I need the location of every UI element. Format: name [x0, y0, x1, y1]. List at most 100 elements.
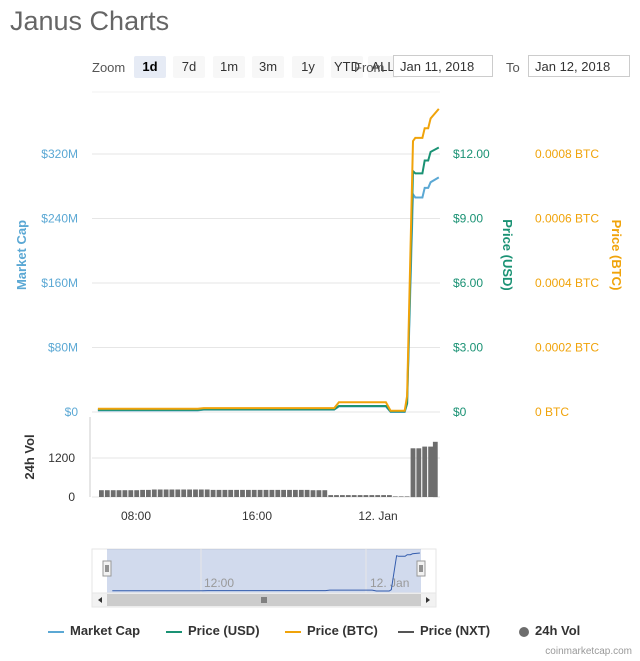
volume-bar: [422, 446, 428, 497]
price_btc-tick-label: 0.0004 BTC: [535, 276, 599, 290]
volume-tick-label: 0: [68, 490, 75, 504]
x-axis-ticks: 08:00 16:00 12. Jan: [121, 509, 398, 523]
volume-bar: [310, 490, 316, 497]
legend-line-icon: [166, 630, 182, 633]
volume-bar: [146, 489, 151, 497]
volume-bar: [187, 489, 192, 497]
volume-bar: [322, 490, 328, 497]
volume-bar: [334, 495, 339, 497]
price_btc-tick-label: 0.0006 BTC: [535, 212, 599, 226]
zoom-7d-button[interactable]: 7d: [173, 56, 205, 78]
market_cap-tick-label: $160M: [41, 276, 78, 290]
legend-label: Price (NXT): [420, 623, 491, 638]
page-title: Janus Charts: [10, 6, 170, 36]
range-from-input[interactable]: Jan 11, 2018: [393, 55, 493, 77]
volume-bar: [240, 489, 245, 497]
volume-bar: [251, 489, 257, 497]
legend-label: Price (USD): [188, 623, 260, 638]
zoom-3m-button[interactable]: 3m: [252, 56, 284, 78]
legend-item-price-nxt[interactable]: Price (NXT): [398, 623, 490, 643]
grid-lines: [92, 91, 440, 413]
volume-bar: [351, 495, 357, 497]
price-chart: Market Cap Price (USD) Price (BTC) 24h V…: [14, 91, 624, 608]
volume-bar: [234, 489, 239, 497]
volume-bar: [269, 489, 275, 497]
navigator-left-handle[interactable]: [102, 560, 112, 577]
volume-bar: [175, 489, 181, 497]
volume-bar: [193, 489, 198, 497]
volume-bar: [287, 489, 292, 497]
price_btc-tick-label: 0 BTC: [535, 405, 569, 419]
volume-bar: [410, 448, 416, 498]
zoom-1d-button[interactable]: 1d: [134, 56, 166, 78]
volume-axis-title: 24h Vol: [22, 434, 37, 479]
legend-item-24h-vol[interactable]: 24h Vol: [519, 623, 580, 643]
legend-item-price-btc[interactable]: Price (BTC): [285, 623, 378, 643]
price_usd-tick-label: $9.00: [453, 212, 483, 226]
volume-bar: [392, 496, 398, 497]
volume-bar: [381, 495, 386, 497]
navigator-series-line: [112, 552, 420, 592]
volume-tick-label: 1200: [48, 451, 75, 465]
navigator-right-handle[interactable]: [416, 560, 426, 577]
volume-bar: [316, 490, 322, 497]
zoom-1y-button[interactable]: 1y: [292, 56, 324, 78]
price_btc-tick-label: 0.0008 BTC: [535, 147, 599, 161]
volume-bar: [210, 489, 216, 497]
zoom-1m-button[interactable]: 1m: [213, 56, 245, 78]
market-cap-axis-title: Market Cap: [14, 220, 29, 290]
volume-bar: [293, 489, 298, 497]
legend-item-market-cap[interactable]: Market Cap: [48, 623, 140, 643]
price_usd-tick-label: $0: [453, 405, 467, 419]
price_usd-tick-label: $12.00: [453, 147, 490, 161]
volume-bar: [428, 446, 433, 497]
navigator-frame: [91, 548, 437, 594]
volume-bar: [116, 490, 122, 497]
price_usd-tick-label: $6.00: [453, 276, 483, 290]
x-tick-label: 08:00: [121, 509, 151, 523]
range-to-input[interactable]: Jan 12, 2018: [528, 55, 630, 77]
zoom-ytd-button[interactable]: YTD: [331, 56, 363, 78]
price-series: [97, 108, 440, 413]
volume-bar: [228, 489, 234, 497]
volume-bar: [198, 489, 204, 497]
market_cap-tick-label: $0: [65, 405, 79, 419]
zoom-label: Zoom: [92, 60, 126, 75]
volume-bar: [357, 495, 363, 497]
x-tick-label: 12. Jan: [358, 509, 397, 523]
volume-bar: [169, 489, 175, 497]
legend-item-price-usd[interactable]: Price (USD): [166, 623, 260, 643]
handle-body: [416, 560, 426, 577]
axis-tick-labels: $0 $80M $160M $240M $320M $0 $3.00 $6.00 $9.00 $1…: [41, 147, 599, 419]
x-tick-label: 16:00: [242, 509, 272, 523]
scroll-right-icon: [426, 597, 430, 603]
legend-label: 24h Vol: [535, 623, 581, 638]
volume-bar: [99, 490, 104, 497]
credit-text: coinmarketcap.com: [545, 646, 632, 657]
volume-bar: [387, 495, 392, 497]
volume-bar: [222, 489, 228, 497]
volume-bar: [181, 489, 187, 497]
market_cap-tick-label: $80M: [48, 341, 78, 355]
market_cap-tick-label: $320M: [41, 147, 78, 161]
legend-label: Price (BTC): [307, 623, 378, 638]
navigator[interactable]: 12:00 12. Jan: [91, 548, 437, 608]
volume-bar: [281, 489, 286, 497]
volume-bar: [157, 489, 163, 497]
navigator-selection: [107, 549, 421, 593]
volume-bar: [275, 489, 281, 497]
volume-bar: [140, 489, 145, 497]
navigator-tick-label: 12. Jan: [370, 576, 409, 590]
volume-bar: [398, 496, 404, 497]
volume-bar: [263, 489, 269, 497]
volume-bar: [416, 448, 422, 498]
price_btc-tick-label: 0.0002 BTC: [535, 341, 599, 355]
zoom-all-button[interactable]: ALL: [368, 56, 398, 78]
price-usd-axis-title: Price (USD): [500, 219, 515, 291]
price-btc-line: [97, 108, 440, 412]
volume-bar: [134, 490, 140, 497]
volume-bar: [340, 495, 345, 497]
handle-body: [102, 560, 112, 577]
price-usd-line: [97, 146, 440, 413]
volume-bar: [432, 441, 438, 498]
